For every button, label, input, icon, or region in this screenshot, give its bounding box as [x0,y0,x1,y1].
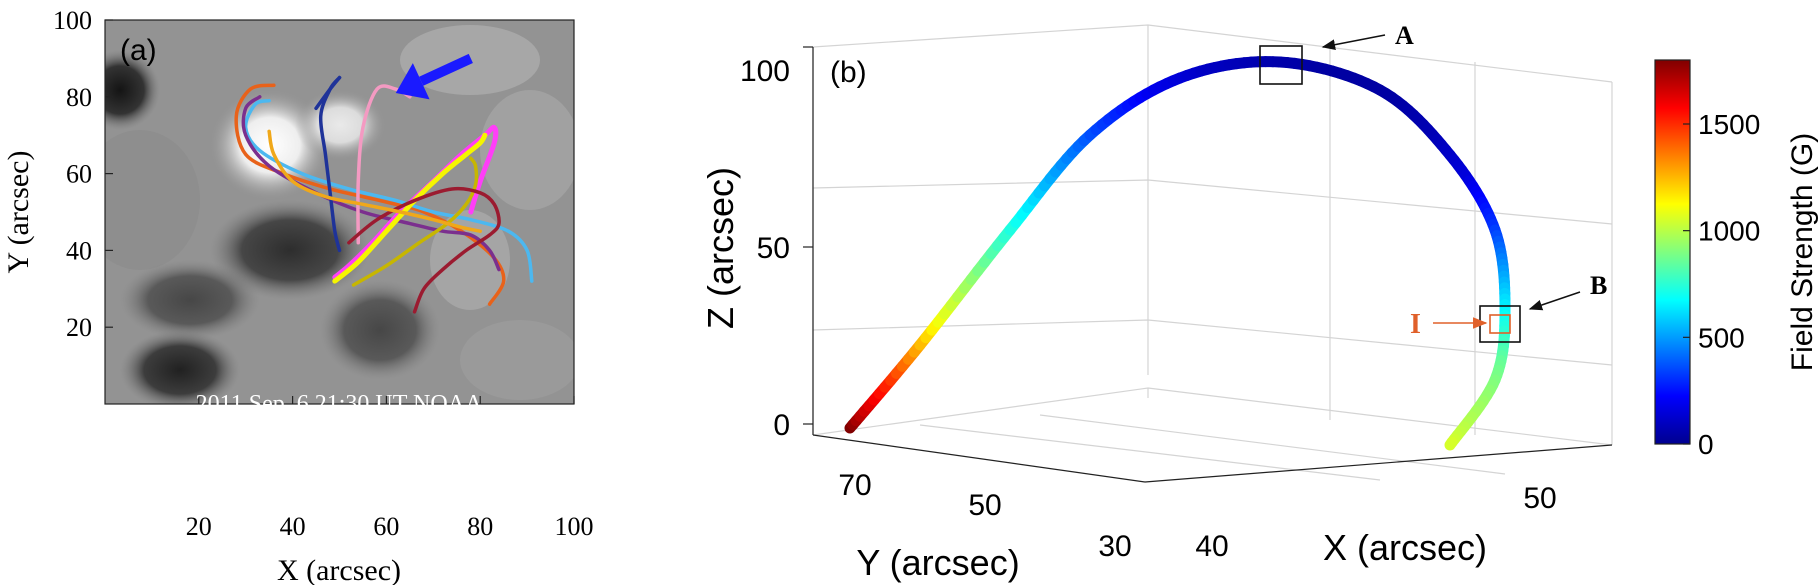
panel-b: 100 50 0 70 50 30 40 50 Z (arcsec) Y (ar… [700,21,1819,583]
magnetogram-background [105,20,574,404]
panel-b-label: (b) [830,56,867,89]
colorbar-tick-500: 500 [1698,322,1745,353]
field-lines [234,75,534,314]
ztick-50: 50 [757,232,790,265]
field-line-7 [332,124,499,280]
colorbar-label: Field Strength (G) [1786,133,1819,371]
panel-a-label: (a) [120,34,157,67]
field-line-9 [351,156,479,287]
ytick-80: 80 [66,83,92,112]
xtick-80: 80 [467,512,493,541]
ztick-100: 100 [740,55,790,88]
label-b: B [1590,271,1607,300]
field-line-2 [243,98,534,283]
ytick-50: 50 [968,489,1001,522]
ytick-70: 70 [838,469,871,502]
label-a: A [1395,21,1414,50]
label-i: I [1410,309,1421,340]
field-line-segment-153 [1444,436,1458,451]
blue-arrow [419,53,473,86]
xtick-100: 100 [555,512,594,541]
arrow-a [1321,34,1386,50]
axis-a-xlabel: X (arcsec) [277,554,401,585]
field-line-11 [267,129,482,233]
field-line-3 [241,95,501,272]
colorbar-tick-1000: 1000 [1698,216,1760,247]
colorbar-tick-1500: 1500 [1698,109,1760,140]
field-line-6 [356,84,412,245]
colorbar [1654,59,1691,445]
ytick-30: 30 [1098,530,1131,563]
ytick-100: 100 [53,6,92,35]
ytick-20: 20 [66,313,92,342]
colorbar-ticks: 0 500 1000 1500 [1683,109,1760,460]
axes-b-box [812,24,1613,481]
ztick-0: 0 [773,409,790,442]
xtick-50: 50 [1523,482,1556,515]
annotation-line-2: NLFF Field Lines [252,422,425,448]
axes-a-frame [104,19,575,405]
axes-b-edges [803,46,1613,483]
field-line-5 [314,75,342,111]
axes-a-ticks: 20 40 60 80 100 20 40 60 80 100 [53,6,594,541]
panel-a: 20 40 60 80 100 20 40 60 80 100 (a) 2011 Sep. 6 2… [2,6,594,585]
annotation-line-1: 2011 Sep. 6 21:30 UT NOAA [196,391,483,417]
arrow-b [1528,291,1581,311]
field-line-8 [332,132,488,284]
field-line-10 [347,186,501,314]
blue-arrow-head [395,63,430,100]
xtick-40: 40 [280,512,306,541]
box-a [1259,45,1303,85]
xtick-20: 20 [186,512,212,541]
ytick-60: 60 [66,160,92,189]
axis-b-ylabel: Y (arcsec) [856,542,1019,583]
xtick-60: 60 [373,512,399,541]
axis-a-ylabel: Y (arcsec) [2,151,35,274]
axis-b-zlabel: Z (arcsec) [700,167,741,329]
colorbar-tick-0: 0 [1698,429,1714,460]
axis-b-xlabel: X (arcsec) [1323,527,1487,568]
field-line-3d [844,56,1511,451]
box-i [1489,314,1511,334]
xtick-40: 40 [1195,530,1228,563]
ytick-40: 40 [66,236,92,265]
